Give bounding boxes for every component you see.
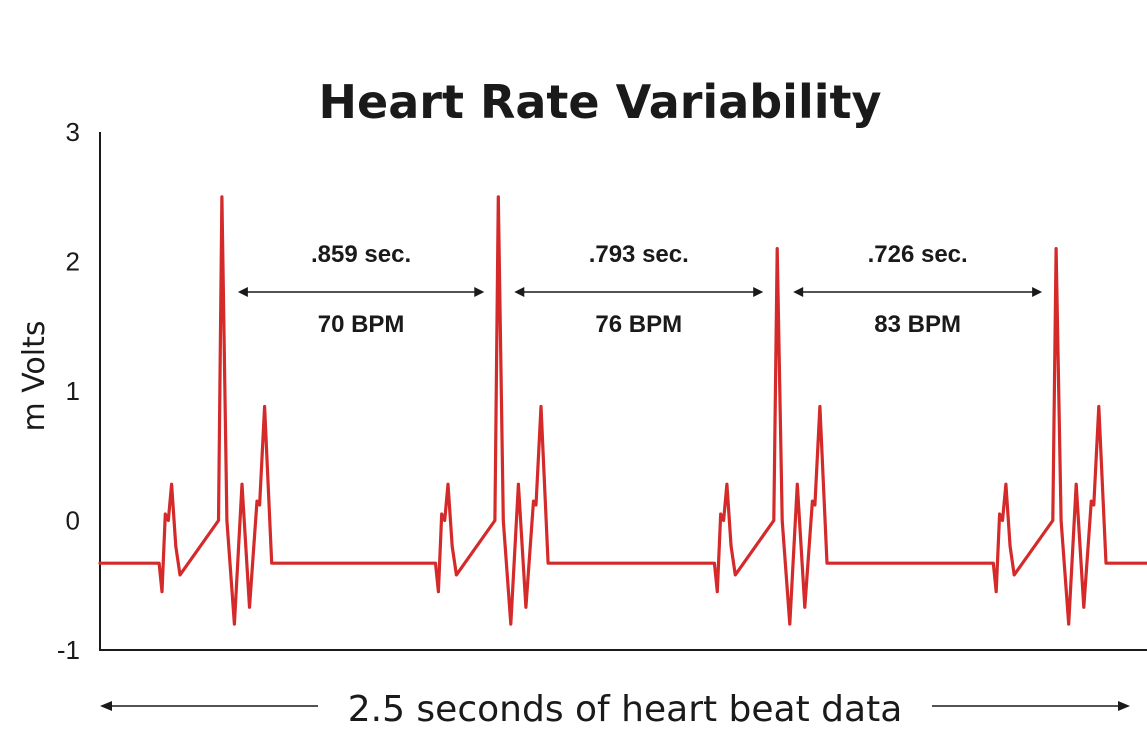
y-tick-label: 3	[66, 117, 80, 147]
chart-title: Heart Rate Variability	[319, 75, 882, 129]
interval-arrowhead-left	[793, 287, 804, 297]
interval-3: .726 sec. 83 BPM	[793, 241, 1043, 338]
x-axis-label: 2.5 seconds of heart beat data	[348, 689, 903, 730]
ecg-series-line	[98, 195, 1147, 626]
y-tick-label: -1	[57, 635, 80, 665]
rr-intervals: .859 sec. 70 BPM .793 sec. 76 BPM .726 sec. 8…	[237, 241, 1043, 338]
interval-arrowhead-right	[1032, 287, 1043, 297]
span-arrowhead-right	[1118, 701, 1130, 711]
interval-seconds-label: .859 sec.	[311, 241, 411, 268]
interval-1: .859 sec. 70 BPM	[237, 241, 485, 338]
interval-arrowhead-left	[514, 287, 525, 297]
y-tick-label: 1	[66, 376, 80, 406]
y-axis-ticks: 3 2 1 0 -1	[57, 117, 80, 665]
x-axis-span: 2.5 seconds of heart beat data	[100, 689, 1130, 730]
interval-seconds-label: .793 sec.	[589, 241, 689, 268]
y-tick-label: 0	[66, 506, 80, 536]
interval-bpm-label: 76 BPM	[595, 311, 682, 338]
y-tick-label: 2	[66, 247, 80, 277]
interval-arrowhead-right	[753, 287, 764, 297]
interval-arrowhead-right	[474, 287, 485, 297]
interval-bpm-label: 83 BPM	[874, 311, 961, 338]
interval-bpm-label: 70 BPM	[318, 311, 405, 338]
interval-2: .793 sec. 76 BPM	[514, 241, 764, 338]
interval-seconds-label: .726 sec.	[868, 241, 968, 268]
axes	[99, 132, 1147, 651]
interval-arrowhead-left	[237, 287, 248, 297]
y-axis-label: m Volts	[17, 320, 52, 431]
span-arrowhead-left	[100, 701, 112, 711]
